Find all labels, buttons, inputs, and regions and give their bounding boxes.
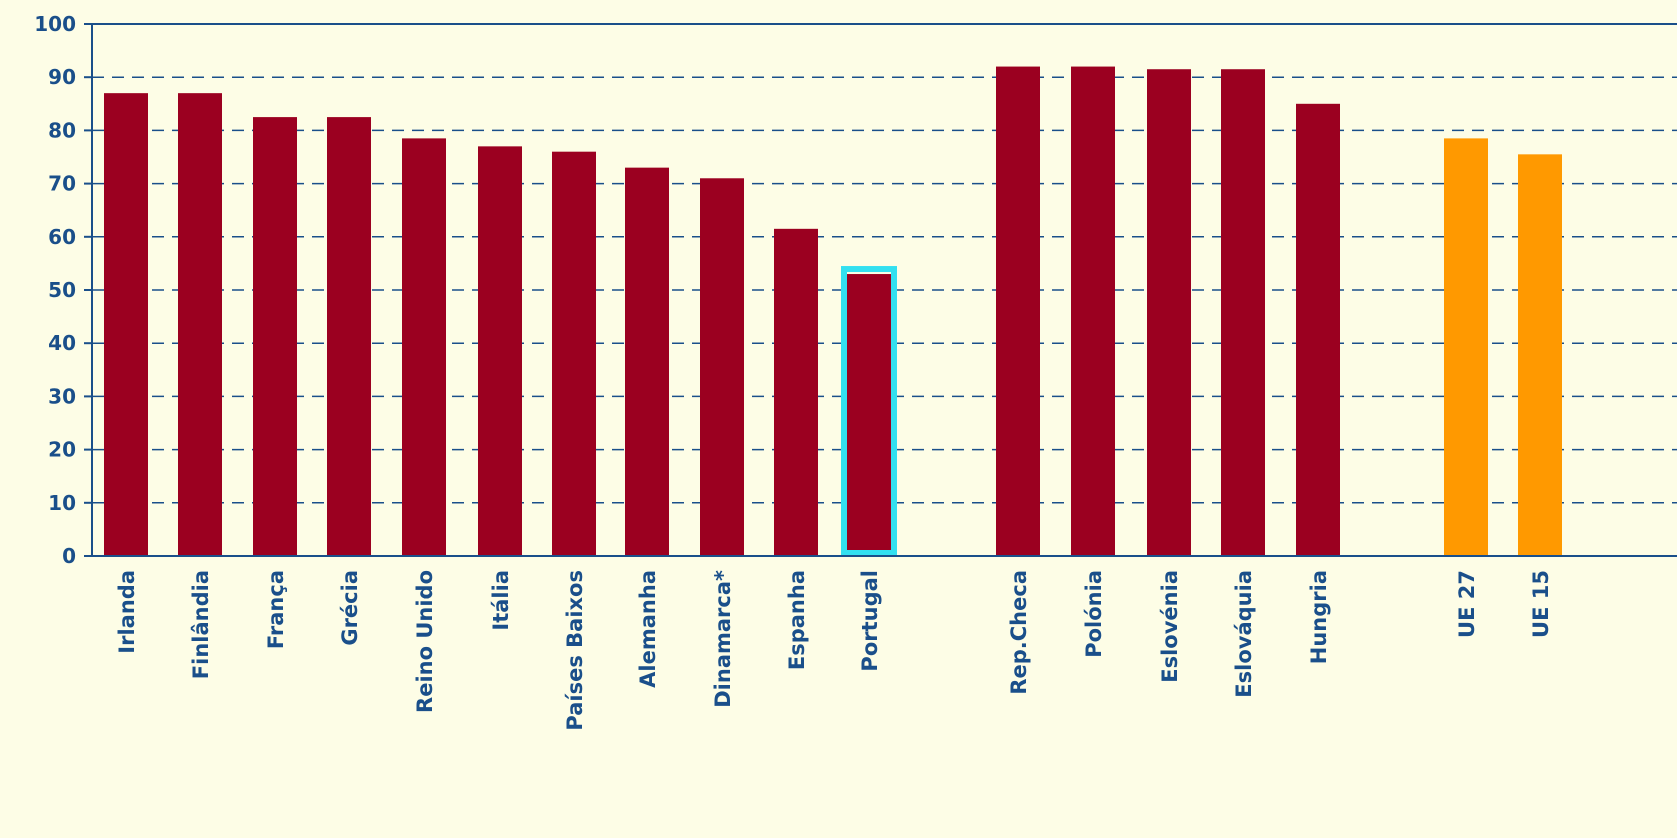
x-tick-label-irlanda: Irlanda — [115, 570, 139, 654]
x-tick-label-portugal: Portugal — [858, 570, 882, 672]
bar-ue-27 — [1444, 138, 1488, 556]
y-tick-label: 50 — [48, 278, 76, 302]
x-tick-label-it-lia: Itália — [489, 570, 513, 631]
bar-eslov-quia — [1221, 69, 1265, 556]
y-tick-label: 0 — [62, 544, 76, 568]
y-tick-label: 30 — [48, 384, 76, 408]
x-tick-label-pol-nia: Polónia — [1082, 570, 1106, 658]
x-tick-label-ue-27: UE 27 — [1455, 570, 1479, 638]
axes — [84, 23, 1677, 557]
bar-fran-a — [253, 117, 297, 556]
x-tick-label-eslov-quia: Eslováquia — [1232, 570, 1256, 698]
bar-pa-ses-baixos — [552, 151, 596, 556]
x-tick-label-reino-unido: Reino Unido — [413, 570, 437, 713]
x-tick-labels: Irlanda Finlândia França Grécia Reino Unido I… — [115, 570, 1553, 731]
y-tick-label: 80 — [48, 118, 76, 142]
highlight-outline-portugal — [841, 266, 897, 556]
bars — [104, 66, 1562, 557]
bar-dinamarca — [700, 178, 744, 556]
x-tick-label-gr-cia: Grécia — [338, 570, 362, 646]
x-tick-label-rep-checa: Rep.Checa — [1007, 570, 1031, 695]
x-tick-label-alemanha: Alemanha — [636, 570, 660, 688]
bar-eslov-nia — [1147, 69, 1191, 556]
bar-pol-nia — [1071, 66, 1115, 556]
bar-ue-15 — [1518, 154, 1562, 556]
bar-espanha — [774, 228, 818, 556]
x-tick-label-dinamarca: Dinamarca* — [711, 570, 735, 708]
y-tick-label: 40 — [48, 331, 76, 355]
x-tick-label-fran-a: França — [264, 570, 288, 649]
bar-alemanha — [625, 167, 669, 556]
y-tick-label: 100 — [34, 12, 76, 36]
bar-rep-checa — [996, 66, 1040, 556]
bar-portugal — [847, 274, 891, 556]
bar-irlanda — [104, 93, 148, 556]
bar-it-lia — [478, 146, 522, 557]
y-tick-labels: 0 10 20 30 40 50 60 70 80 90 100 — [34, 12, 76, 568]
x-tick-label-eslov-nia: Eslovénia — [1158, 570, 1182, 683]
x-tick-label-espanha: Espanha — [785, 570, 809, 670]
y-tick-label: 90 — [48, 65, 76, 89]
bar-hungria — [1296, 103, 1340, 557]
x-tick-label-finl-ndia: Finlândia — [189, 570, 213, 679]
x-tick-label-hungria: Hungria — [1307, 570, 1331, 664]
y-tick-label: 70 — [48, 172, 76, 196]
y-tick-label: 10 — [48, 491, 76, 515]
y-tick-label: 20 — [48, 438, 76, 462]
bar-finl-ndia — [178, 93, 222, 556]
x-tick-label-ue-15: UE 15 — [1529, 570, 1553, 638]
x-tick-label-pa-ses-baixos: Países Baixos — [563, 570, 587, 731]
bar-reino-unido — [402, 138, 446, 556]
y-tick-label: 60 — [48, 225, 76, 249]
bar-gr-cia — [327, 117, 371, 556]
